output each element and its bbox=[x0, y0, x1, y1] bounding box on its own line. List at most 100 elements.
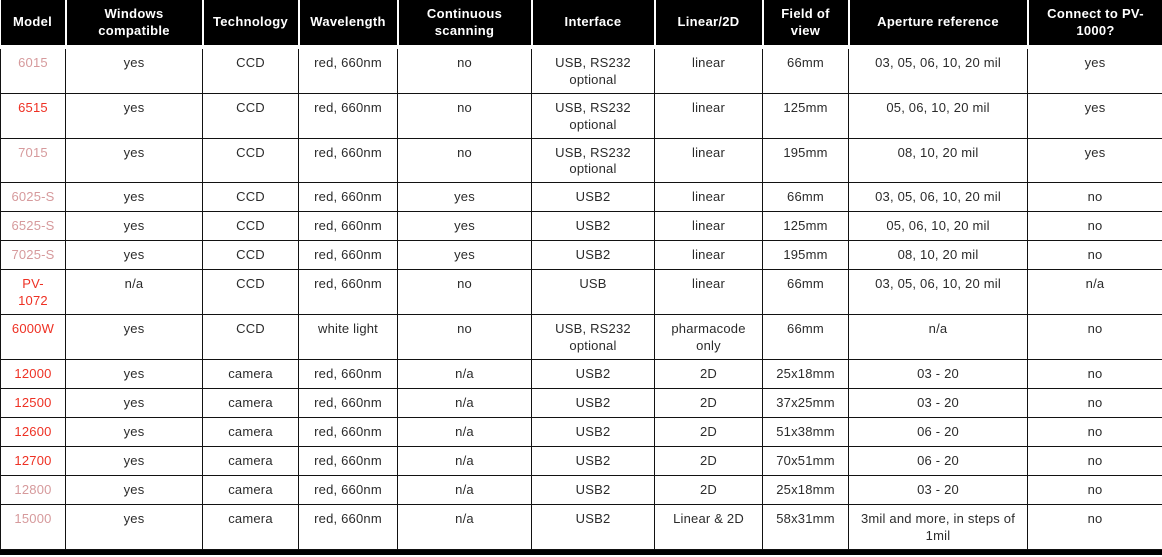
cell-aperture-reference: 08, 10, 20 mil bbox=[849, 138, 1028, 183]
cell-aperture-reference: 03, 05, 06, 10, 20 mil bbox=[849, 47, 1028, 93]
cell-field-of-view: 195mm bbox=[763, 241, 849, 270]
cell-interface: USB2 bbox=[532, 241, 655, 270]
cell-connect-to-pv-1000: yes bbox=[1028, 138, 1162, 183]
cell-aperture-reference: n/a bbox=[849, 315, 1028, 360]
column-header-linear-2d: Linear/2D bbox=[655, 0, 763, 47]
cell-connect-to-pv-1000: no bbox=[1028, 359, 1162, 388]
cell-continuous-scanning: n/a bbox=[398, 388, 532, 417]
cell-windows-compatible: yes bbox=[66, 475, 203, 504]
cell-aperture-reference: 03 - 20 bbox=[849, 359, 1028, 388]
cell-connect-to-pv-1000: no bbox=[1028, 446, 1162, 475]
cell-interface: USB2 bbox=[532, 183, 655, 212]
cell-technology: camera bbox=[203, 359, 299, 388]
column-header-interface: Interface bbox=[532, 0, 655, 47]
cell-technology: CCD bbox=[203, 183, 299, 212]
cell-interface: USB bbox=[532, 270, 655, 315]
cell-model-number: 7015 bbox=[1, 138, 66, 183]
cell-wavelength: red, 660nm bbox=[299, 212, 398, 241]
cell-windows-compatible: yes bbox=[66, 315, 203, 360]
cell-model-number: 6025-S bbox=[1, 183, 66, 212]
cell-connect-to-pv-1000: no bbox=[1028, 241, 1162, 270]
cell-model-number: 12500 bbox=[1, 388, 66, 417]
cell-model-number: 12800 bbox=[1, 475, 66, 504]
cell-windows-compatible: yes bbox=[66, 446, 203, 475]
cell-windows-compatible: yes bbox=[66, 93, 203, 138]
cell-linear-2d: 2D bbox=[655, 475, 763, 504]
cell-aperture-reference: 03 - 20 bbox=[849, 475, 1028, 504]
column-header-wavelength: Wavelength bbox=[299, 0, 398, 47]
cell-field-of-view: 25x18mm bbox=[763, 359, 849, 388]
cell-technology: CCD bbox=[203, 212, 299, 241]
cell-continuous-scanning: no bbox=[398, 93, 532, 138]
cell-field-of-view: 125mm bbox=[763, 212, 849, 241]
cell-aperture-reference: 08, 10, 20 mil bbox=[849, 241, 1028, 270]
column-header-connect-to-pv-1000: Connect to PV-1000? bbox=[1028, 0, 1162, 47]
cell-linear-2d: 2D bbox=[655, 388, 763, 417]
column-header-model: Model bbox=[1, 0, 66, 47]
cell-technology: camera bbox=[203, 417, 299, 446]
cell-technology: CCD bbox=[203, 315, 299, 360]
cell-wavelength: red, 660nm bbox=[299, 417, 398, 446]
cell-interface: USB2 bbox=[532, 475, 655, 504]
cell-model-number: 6015 bbox=[1, 47, 66, 93]
cell-interface: USB, RS232 optional bbox=[532, 315, 655, 360]
cell-connect-to-pv-1000: no bbox=[1028, 388, 1162, 417]
cell-connect-to-pv-1000: yes bbox=[1028, 93, 1162, 138]
cell-model-number: 12700 bbox=[1, 446, 66, 475]
cell-interface: USB2 bbox=[532, 359, 655, 388]
cell-model-number: 6515 bbox=[1, 93, 66, 138]
cell-field-of-view: 37x25mm bbox=[763, 388, 849, 417]
cell-windows-compatible: yes bbox=[66, 212, 203, 241]
cell-windows-compatible: yes bbox=[66, 183, 203, 212]
cell-interface: USB2 bbox=[532, 388, 655, 417]
cell-model-number: 12000 bbox=[1, 359, 66, 388]
cell-connect-to-pv-1000: no bbox=[1028, 183, 1162, 212]
cell-field-of-view: 66mm bbox=[763, 183, 849, 212]
cell-interface: USB2 bbox=[532, 446, 655, 475]
column-header-aperture-reference: Aperture reference bbox=[849, 0, 1028, 47]
cell-aperture-reference: 05, 06, 10, 20 mil bbox=[849, 93, 1028, 138]
cell-field-of-view: 70x51mm bbox=[763, 446, 849, 475]
cell-continuous-scanning: no bbox=[398, 315, 532, 360]
cell-wavelength: red, 660nm bbox=[299, 446, 398, 475]
cell-linear-2d: linear bbox=[655, 241, 763, 270]
cell-wavelength: red, 660nm bbox=[299, 138, 398, 183]
cell-continuous-scanning: yes bbox=[398, 183, 532, 212]
cell-field-of-view: 66mm bbox=[763, 47, 849, 93]
cell-continuous-scanning: no bbox=[398, 270, 532, 315]
cell-aperture-reference: 3mil and more, in steps of 1mil bbox=[849, 504, 1028, 549]
cell-connect-to-pv-1000: n/a bbox=[1028, 270, 1162, 315]
cell-interface: USB, RS232 optional bbox=[532, 47, 655, 93]
cell-connect-to-pv-1000: no bbox=[1028, 212, 1162, 241]
cell-aperture-reference: 06 - 20 bbox=[849, 417, 1028, 446]
cell-technology: camera bbox=[203, 504, 299, 549]
cell-connect-to-pv-1000: yes bbox=[1028, 47, 1162, 93]
cell-model-number: 15000 bbox=[1, 504, 66, 549]
cell-aperture-reference: 03, 05, 06, 10, 20 mil bbox=[849, 183, 1028, 212]
column-header-continuous-scanning: Continuous scanning bbox=[398, 0, 532, 47]
cell-model-number: 7025-S bbox=[1, 241, 66, 270]
cell-connect-to-pv-1000: no bbox=[1028, 417, 1162, 446]
cell-model-number: 6525-S bbox=[1, 212, 66, 241]
cell-field-of-view: 25x18mm bbox=[763, 475, 849, 504]
cell-linear-2d: linear bbox=[655, 47, 763, 93]
cell-windows-compatible: yes bbox=[66, 138, 203, 183]
cell-continuous-scanning: n/a bbox=[398, 359, 532, 388]
cell-windows-compatible: yes bbox=[66, 417, 203, 446]
cell-field-of-view: 51x38mm bbox=[763, 417, 849, 446]
cell-aperture-reference: 03, 05, 06, 10, 20 mil bbox=[849, 270, 1028, 315]
cell-aperture-reference: 06 - 20 bbox=[849, 446, 1028, 475]
cell-wavelength: white light bbox=[299, 315, 398, 360]
